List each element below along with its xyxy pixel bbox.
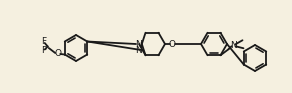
Text: F: F <box>41 37 46 46</box>
Text: F: F <box>41 46 46 55</box>
Text: N: N <box>230 41 237 50</box>
Text: N: N <box>135 45 141 54</box>
Text: O: O <box>54 49 61 58</box>
Text: O: O <box>168 40 175 49</box>
Text: N: N <box>135 40 142 49</box>
